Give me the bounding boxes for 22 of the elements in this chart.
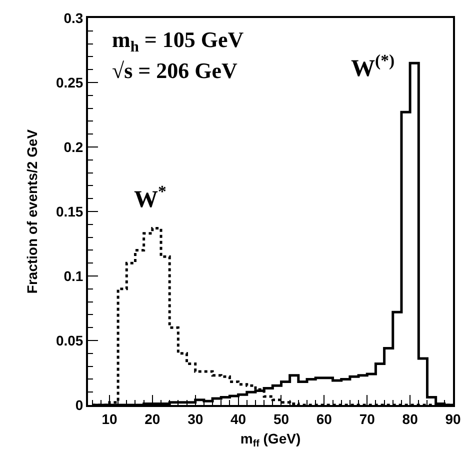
y-tick-label: 0 xyxy=(75,396,84,413)
series-label: W$^{(*)}$ xyxy=(351,51,395,82)
y-tick-label: 0.15 xyxy=(56,203,84,220)
annotation: √s = 206 GeV xyxy=(112,58,238,83)
x-tick-label: 70 xyxy=(359,410,376,427)
y-tick-label: 0.1 xyxy=(64,268,84,284)
x-tick-label: 90 xyxy=(445,410,461,427)
x-tick-label: 20 xyxy=(144,410,160,427)
x-tick-label: 10 xyxy=(102,410,118,427)
y-tick-label: 0.2 xyxy=(64,138,84,155)
x-tick-label: 80 xyxy=(402,410,418,427)
y-axis-title: Fraction of events/2 GeV xyxy=(24,128,40,294)
x-tick-label: 50 xyxy=(273,410,290,427)
series-label: W$^{*}$ xyxy=(134,182,166,214)
x-tick-label: 30 xyxy=(188,410,204,427)
x-axis-title: m$_{ff}$ (GeV) xyxy=(240,430,301,450)
annotation: m$_{h}$ = 105 GeV xyxy=(112,27,244,56)
x-tick-label: 40 xyxy=(230,410,246,427)
y-tick-label: 0.25 xyxy=(56,74,84,90)
x-tick-label: 60 xyxy=(316,410,332,427)
y-tick-label: 0.05 xyxy=(56,332,84,348)
y-tick-label: 0.3 xyxy=(64,10,84,26)
